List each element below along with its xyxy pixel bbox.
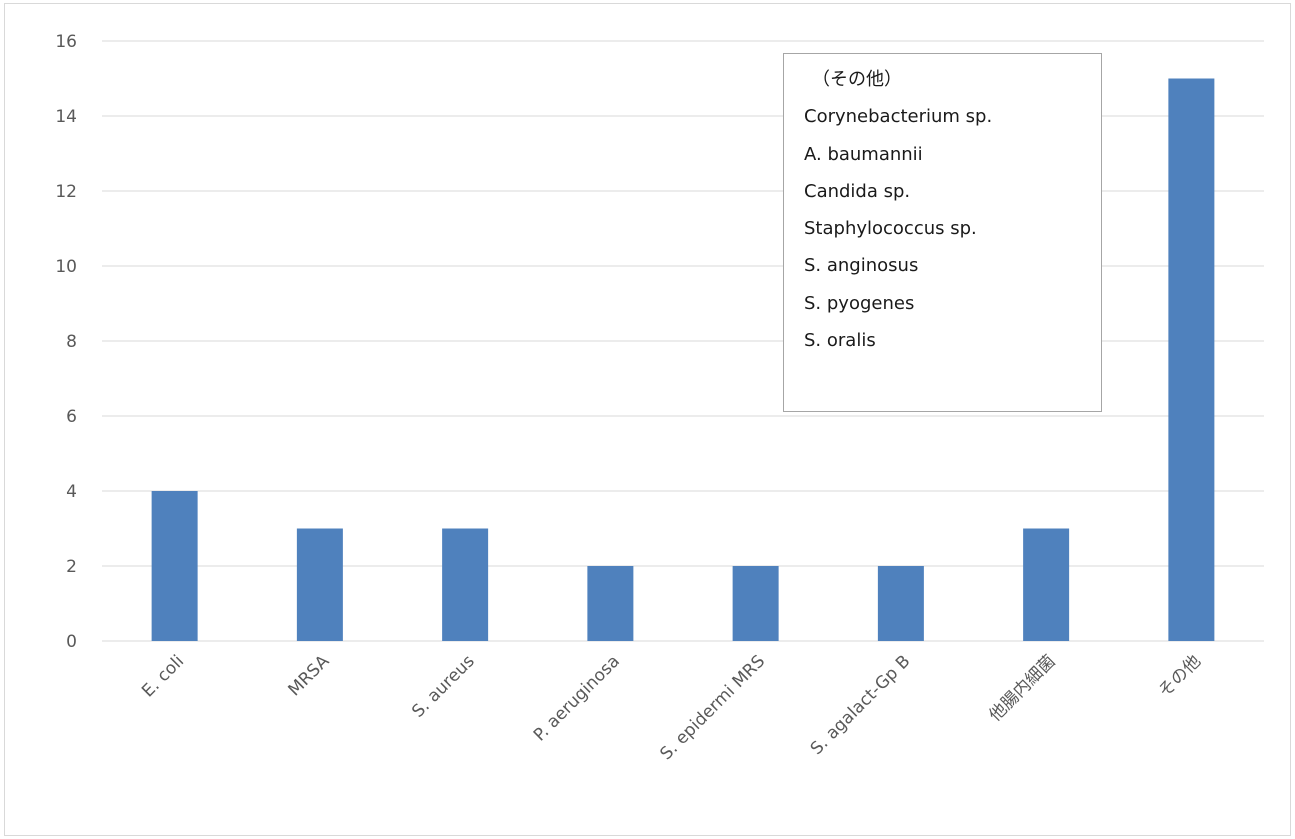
- annotation-item: Candida sp.: [804, 180, 911, 202]
- y-axis-ticks: 0 2 4 6 8 10 12 14 16: [55, 32, 77, 652]
- annotation-item: Staphylococcus sp.: [804, 218, 977, 240]
- x-category-label: S. aureus: [408, 651, 478, 721]
- annotation-box: （その他） Corynebacterium sp. A. baumannii C…: [783, 53, 1102, 412]
- x-category-label: 他腸内細菌: [985, 651, 1059, 725]
- x-category-label: MRSA: [284, 651, 333, 700]
- bar: [442, 528, 489, 641]
- bar: [1023, 528, 1070, 641]
- x-category-label: S. epidermi MRS: [656, 651, 769, 764]
- y-tick-label: 4: [66, 482, 77, 502]
- annotation-item: Corynebacterium sp.: [804, 106, 993, 128]
- y-tick-label: 14: [55, 107, 77, 127]
- x-category-label: その他: [1155, 651, 1205, 701]
- x-category-label: E. coli: [138, 651, 188, 701]
- y-tick-label: 2: [66, 557, 77, 577]
- y-tick-label: 10: [55, 257, 77, 277]
- bar: [296, 528, 343, 641]
- y-tick-label: 6: [66, 407, 77, 427]
- annotation-item: S. pyogenes: [804, 292, 915, 314]
- annotation-heading: （その他）: [812, 69, 902, 90]
- y-tick-label: 0: [66, 632, 77, 652]
- bar: [587, 566, 634, 641]
- bar: [151, 491, 198, 641]
- x-axis-labels: E. coli MRSA S. aureus P. aeruginosa S. epid…: [138, 651, 1205, 764]
- annotation-item: S. anginosus: [804, 255, 919, 277]
- y-tick-label: 8: [66, 332, 77, 352]
- y-tick-label: 12: [55, 182, 77, 202]
- x-category-label: S. agalact-Gp B: [807, 651, 915, 759]
- bar: [1168, 78, 1215, 641]
- annotation-item: A. baumannii: [804, 143, 923, 165]
- bars: [151, 78, 1215, 641]
- annotation-item: S. oralis: [804, 330, 876, 352]
- bar: [877, 566, 924, 641]
- y-tick-label: 16: [55, 32, 77, 52]
- bar: [732, 566, 779, 641]
- x-category-label: P. aeruginosa: [530, 651, 624, 745]
